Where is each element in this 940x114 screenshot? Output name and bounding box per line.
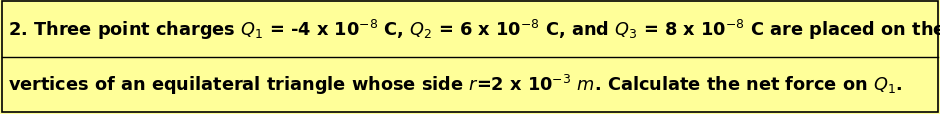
Text: vertices of an equilateral triangle whose side $r$=2 x 10$^{-3}$ $m$. Calculate : vertices of an equilateral triangle whos… [8, 72, 902, 96]
FancyBboxPatch shape [2, 2, 938, 112]
Text: 2. Three point charges $Q_1$ = -4 x 10$^{-8}$ C, $Q_2$ = 6 x 10$^{-8}$ C, and $Q: 2. Three point charges $Q_1$ = -4 x 10$^… [8, 18, 940, 42]
